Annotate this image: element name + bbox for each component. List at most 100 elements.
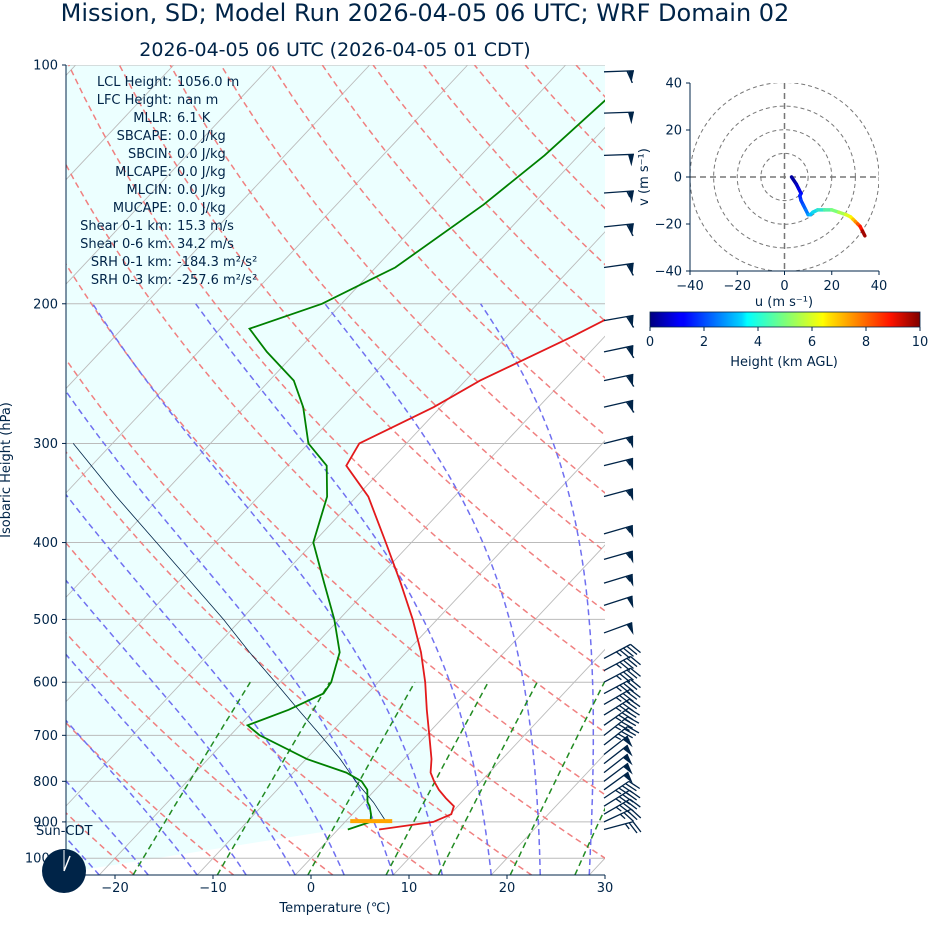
- annotation-label: MLCIN:: [127, 183, 172, 198]
- barb-flag: [621, 712, 634, 721]
- barb-flag: [626, 224, 634, 237]
- barb-flag: [628, 780, 641, 790]
- barb-flag: [625, 783, 637, 792]
- annotation-label: MLCAPE:: [115, 165, 172, 180]
- moist-adiabat: [66, 389, 394, 875]
- wind-barb: [603, 667, 641, 683]
- annotation-label: SRH 0-3 km:: [91, 273, 172, 288]
- barb-flag: [621, 730, 633, 739]
- mixing-ratio-line: [509, 681, 605, 875]
- wind-barb: [603, 399, 635, 413]
- skewt-background-lines: [66, 65, 928, 875]
- height-colorbar: 0 2 4 6 8 10 Height (km AGL): [646, 311, 928, 370]
- wind-barb: [603, 223, 634, 237]
- dry-adiabat: [779, 65, 928, 875]
- isotherm-line: [66, 126, 605, 703]
- hodograph-trace: [789, 175, 867, 238]
- skewt-plot: −20 −10 0 10 20 30 10020030040050060070080090…: [0, 59, 928, 916]
- y-tick-label: 500: [33, 613, 58, 628]
- isotherm-line: [294, 544, 605, 875]
- stability-annotations: LCL Height: 1056.0 m LFC Height: nan m MLLR:…: [80, 75, 257, 288]
- barb-half-flag: [625, 437, 631, 444]
- annotation-value: 0.0 J/kg: [177, 201, 226, 216]
- barb-staff: [603, 622, 633, 634]
- annotation-label: MUCAPE:: [113, 201, 172, 216]
- barb-staff: [603, 595, 633, 606]
- barb-flag: [626, 70, 633, 84]
- colorbar-ticks: 0 2 4 6 8 10: [646, 327, 928, 350]
- dry-adiabat: [575, 65, 605, 98]
- barb-staff: [603, 780, 630, 799]
- clock-label: Sun-CDT: [36, 824, 93, 839]
- barb-flag: [628, 822, 638, 834]
- wind-barb: [603, 698, 641, 716]
- wind-barb: [603, 725, 640, 746]
- hodograph-ticks: −40 −20 0 20 40 −40 −20 0 20 40: [655, 77, 888, 295]
- hodograph-x-tick-label: −20: [724, 279, 751, 294]
- annotation-label: MLLR:: [133, 111, 172, 126]
- annotation-value: -184.3 m²/s²: [177, 255, 257, 270]
- barb-staff: [603, 190, 634, 194]
- barb-staff: [603, 688, 631, 706]
- barb-half-flag: [614, 726, 622, 731]
- wind-barb: [603, 753, 633, 774]
- barb-flag: [626, 669, 638, 679]
- colorbar-tick-label: 8: [862, 335, 870, 350]
- annotation-value: -257.6 m²/s²: [177, 273, 257, 288]
- annotation-value: nan m: [177, 93, 218, 108]
- hodograph-y-tick-label: 0: [674, 171, 682, 186]
- barb-flag: [622, 794, 634, 803]
- barb-flag: [623, 659, 634, 669]
- colorbar-tick-label: 4: [754, 335, 762, 350]
- barb-half-flag: [615, 716, 622, 722]
- hodograph-x-tick-label: −40: [676, 279, 703, 294]
- y-tick-label: 600: [33, 676, 58, 691]
- annotation-label: LFC Height:: [97, 93, 172, 108]
- barb-staff: [603, 667, 631, 683]
- hodograph-x-tick-label: 0: [780, 279, 788, 294]
- barb-pennant: [626, 574, 634, 587]
- barb-staff: [603, 314, 634, 322]
- mixing-ratio-line: [216, 681, 331, 875]
- dry-adiabat: [627, 65, 928, 875]
- colorbar-tick-label: 2: [700, 335, 708, 350]
- figure-title: Mission, SD; Model Run 2026-04-05 06 UTC…: [61, 0, 790, 27]
- barb-staff: [603, 771, 629, 791]
- barb-flag: [623, 812, 634, 822]
- barb-staff: [603, 678, 631, 695]
- y-tick-label: 900: [33, 815, 58, 830]
- mixing-ratio-line: [307, 681, 416, 875]
- annotation-value: 0.0 J/kg: [177, 165, 226, 180]
- barb-flag: [630, 643, 641, 654]
- wind-barb: [603, 573, 634, 587]
- colorbar-gradient: [649, 311, 921, 328]
- wind-barb: [603, 643, 641, 660]
- annotation-value: 0.0 J/kg: [177, 183, 226, 198]
- y-tick-label: 100: [33, 59, 58, 74]
- barb-flag: [626, 316, 635, 328]
- barb-half-flag: [626, 191, 631, 198]
- barb-flag: [630, 667, 641, 677]
- barb-staff: [603, 707, 629, 726]
- x-tick-label: −20: [101, 881, 128, 896]
- barb-half-flag: [619, 813, 626, 820]
- isotherm-line: [392, 648, 605, 875]
- y-tick-label: 300: [33, 437, 58, 452]
- y-tick-label: 700: [33, 729, 58, 744]
- dry-adiabat: [68, 65, 605, 673]
- dry-adiabat: [118, 65, 605, 612]
- barb-flag: [619, 661, 631, 671]
- moist-adiabat: [687, 304, 761, 875]
- barb-flag: [627, 725, 640, 734]
- barb-flag: [618, 714, 631, 723]
- barb-staff: [603, 643, 631, 660]
- dewpoint-profile: [245, 99, 605, 831]
- barb-flag: [622, 702, 634, 712]
- wind-barb: [603, 762, 633, 782]
- barb-half-flag: [625, 575, 631, 582]
- dry-adiabat: [270, 65, 605, 437]
- barb-half-flag: [615, 696, 622, 702]
- x-tick-label: 20: [499, 881, 516, 896]
- annotation-value: 0.0 J/kg: [177, 147, 226, 162]
